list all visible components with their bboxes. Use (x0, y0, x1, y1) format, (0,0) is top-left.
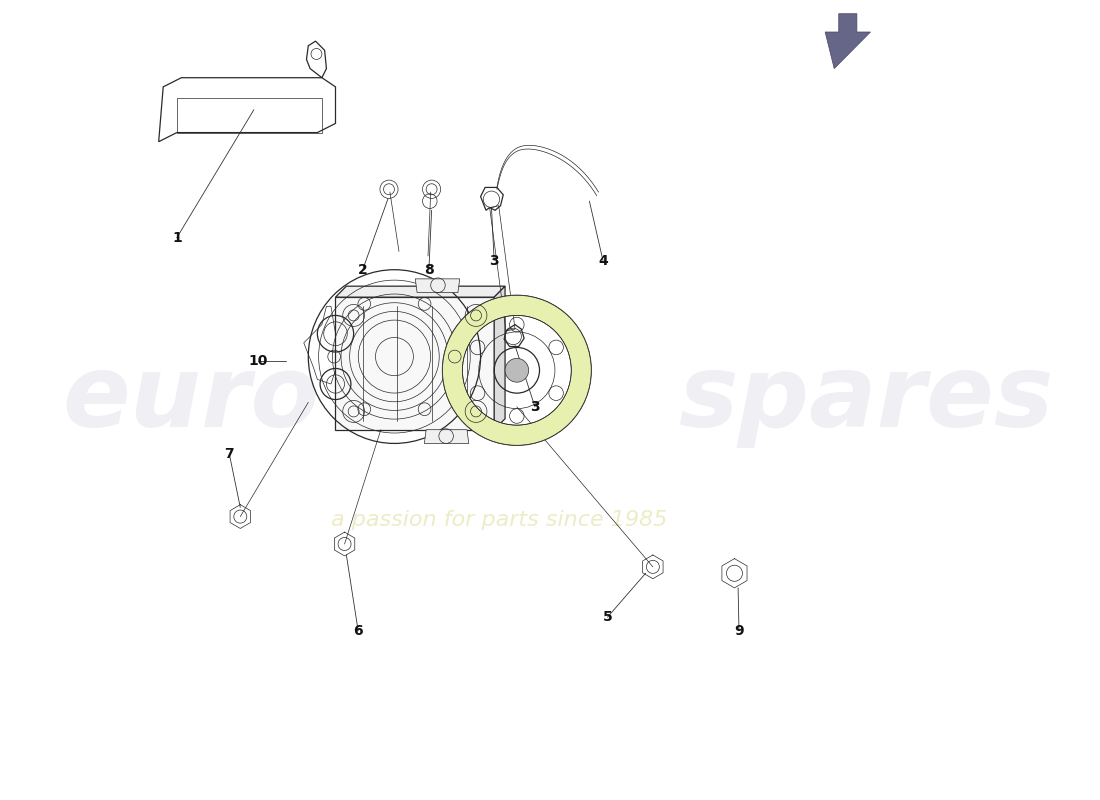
Circle shape (505, 358, 529, 382)
Text: a passion for parts since 1985: a passion for parts since 1985 (330, 510, 667, 530)
Text: 3: 3 (490, 254, 499, 267)
Text: 1: 1 (172, 230, 182, 245)
Text: 10: 10 (249, 354, 268, 368)
Text: 6: 6 (353, 624, 363, 638)
Polygon shape (494, 286, 505, 430)
Text: 2: 2 (358, 262, 367, 277)
Polygon shape (825, 14, 870, 69)
Wedge shape (442, 295, 591, 446)
Text: 3: 3 (530, 400, 540, 414)
Text: 5: 5 (603, 610, 613, 624)
Text: 7: 7 (224, 447, 234, 462)
Polygon shape (425, 430, 469, 443)
Text: 8: 8 (424, 262, 433, 277)
Text: 9: 9 (734, 624, 744, 638)
Polygon shape (416, 279, 460, 293)
Text: euro: euro (62, 351, 319, 449)
Text: spares: spares (679, 351, 1054, 449)
Polygon shape (336, 286, 505, 297)
Polygon shape (336, 297, 494, 430)
Text: 4: 4 (598, 254, 608, 267)
